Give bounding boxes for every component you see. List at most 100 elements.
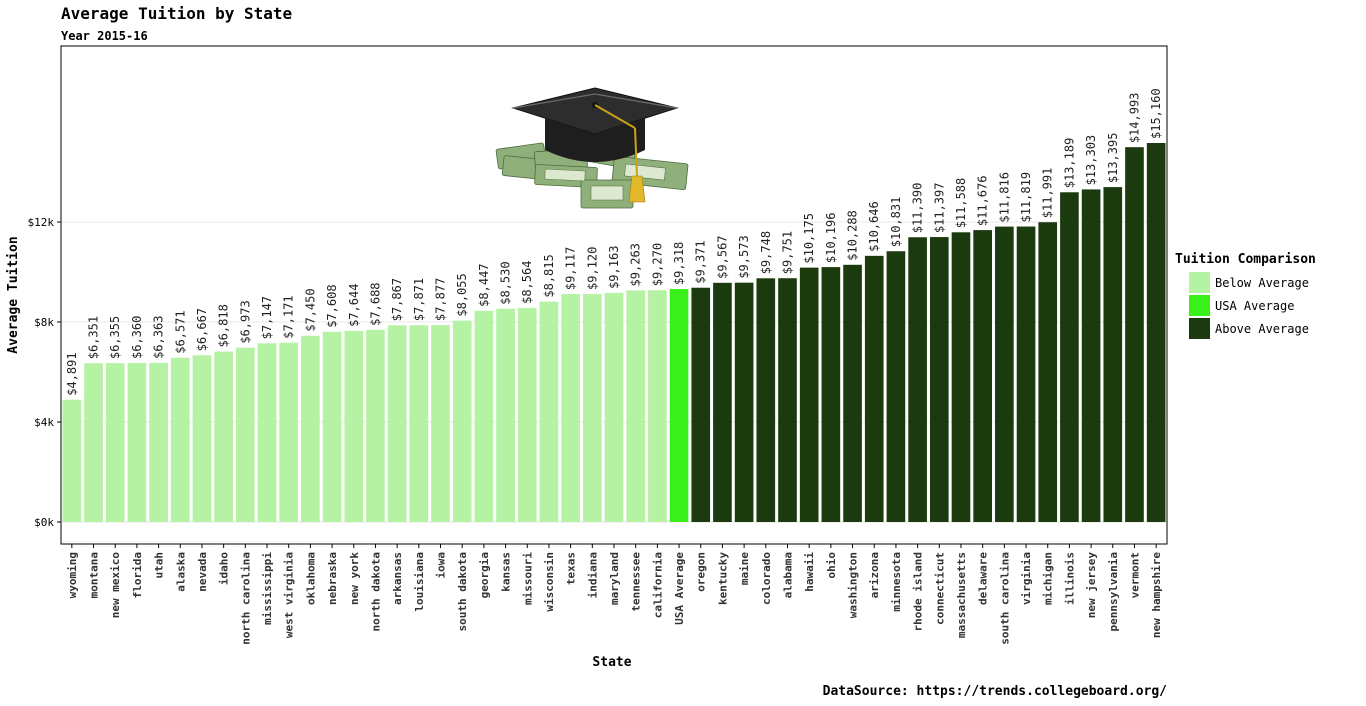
bar-value-label: $7,688 [368,282,382,325]
bar-value-label: $6,363 [152,316,166,359]
bar [561,294,580,522]
x-tick-label: delaware [977,552,990,605]
bar [734,282,754,522]
bar [149,362,168,522]
bar-value-label: $10,288 [846,210,860,261]
bar-value-label: $7,867 [390,278,404,321]
bar-value-label: $9,751 [780,231,794,274]
y-tick-label: $12k [28,216,55,229]
x-tick-label: washington [847,552,860,618]
x-tick-label: louisiana [413,552,426,612]
x-tick-label: USA Average [673,552,686,625]
bar-value-label: $11,819 [1019,172,1033,223]
bar [1146,143,1166,522]
bar-value-label: $7,608 [325,284,339,327]
bar [713,282,732,522]
bar [1081,189,1101,523]
bar-value-label: $6,973 [238,300,252,343]
bar-value-label: $7,450 [303,288,317,331]
bar-value-label: $6,355 [108,316,122,359]
x-tick-label: wisconsin [543,552,556,612]
bar-value-label: $11,991 [1041,168,1055,219]
y-axis: $0k $4k $8k $12k [28,216,61,529]
bar-value-label: $9,573 [737,235,751,278]
x-axis: wyoming montana new mexico florida utah alask… [66,544,1163,645]
bar-value-label: $11,397 [932,182,946,233]
bar-value-label: $9,263 [629,243,643,286]
legend-label-below-average: Below Average [1215,276,1309,290]
x-tick-label: pennsylvania [1107,552,1120,631]
bar-value-label: $8,564 [520,261,534,304]
bar [1125,147,1144,523]
x-tick-label: colorado [760,552,773,605]
y-axis-title: Average Tuition [6,236,21,353]
bar [843,264,862,522]
x-tick-label: oregon [695,552,708,592]
x-tick-label: utah [153,552,166,579]
bar [973,230,992,522]
bar-value-label: $6,351 [87,316,101,359]
bar-value-label: $8,055 [455,273,469,316]
bar [886,251,906,522]
x-tick-label: missouri [521,552,534,605]
bar [62,399,82,522]
x-tick-label: north carolina [239,552,252,645]
bar-value-label: $11,816 [997,172,1011,223]
graduation-cap-and-money-icon [495,87,689,209]
bar-value-label: $7,877 [434,278,448,321]
bar-value-label: $8,815 [542,254,556,297]
bar [170,357,190,522]
x-tick-label: nebraska [326,552,339,605]
bar [84,363,103,522]
bar-value-label: $6,571 [173,310,187,353]
bar [778,278,797,522]
bar-value-label: $7,644 [347,284,361,327]
bar-value-label: $6,818 [217,304,231,347]
x-tick-label: alabama [781,552,794,598]
legend-swatch-below-average [1189,272,1210,293]
x-tick-label: california [651,552,664,618]
legend-title: Tuition Comparison [1175,252,1316,267]
bar [626,290,646,522]
bar-value-label: $6,667 [195,308,209,351]
legend-swatch-usa-average [1189,295,1210,316]
bar [192,355,212,522]
x-tick-label: arkansas [391,552,404,605]
bar-value-label: $10,196 [824,213,838,264]
y-tick-label: $4k [34,416,54,429]
bar [648,290,667,522]
x-tick-label: south carolina [998,552,1011,645]
x-tick-label: michigan [1042,552,1055,605]
bar [301,335,320,522]
bar-value-label: $10,175 [802,213,816,264]
bar-value-label: $6,360 [130,316,144,359]
x-tick-label: ohio [825,552,838,579]
x-tick-label: illinois [1063,552,1076,605]
x-tick-label: rhode island [912,552,925,631]
bar [279,342,299,522]
bar [409,325,429,522]
bar-value-label: $14,993 [1127,93,1141,144]
bar [799,267,819,522]
bar [387,325,407,522]
bar-value-label: $15,160 [1149,88,1163,139]
x-tick-label: massachusetts [955,552,968,638]
bar [821,267,841,522]
bar-value-label: $7,171 [282,295,296,338]
x-tick-label: maine [738,552,751,585]
x-axis-title: State [592,655,631,670]
bar [105,363,125,522]
x-tick-label: florida [131,552,144,598]
bar-value-label: $11,588 [954,178,968,229]
bar-value-label: $4,891 [65,352,79,395]
x-tick-label: nevada [196,552,209,592]
bar [756,278,776,522]
legend-swatch-above-average [1189,318,1210,339]
bar [127,363,147,522]
x-tick-label: kansas [500,552,513,592]
x-tick-label: indiana [586,552,599,598]
x-tick-label: iowa [435,552,448,579]
x-tick-label: mississippi [261,552,274,625]
bar-value-labels: $4,891 $6,351 $6,355 $6,360 $6,363 $6,571 $6,6… [65,88,1163,395]
bar-value-label: $10,831 [889,197,903,248]
